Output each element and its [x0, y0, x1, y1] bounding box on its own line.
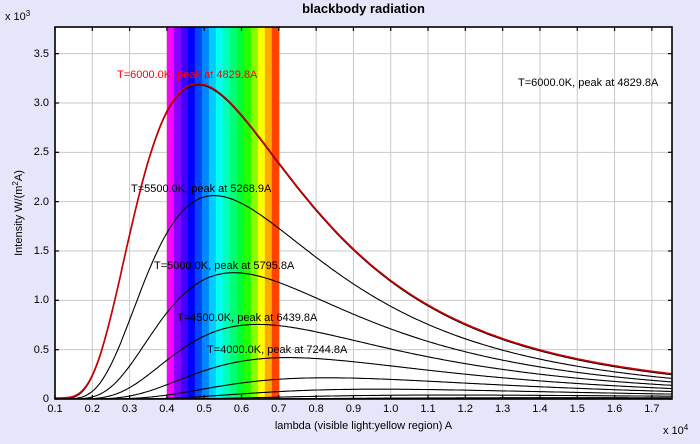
- x-tick-label: 0.4: [159, 403, 175, 415]
- x-axis-multiplier: x 104: [663, 423, 689, 437]
- x-tick-label: 1.4: [532, 403, 548, 415]
- x-tick-label: 0.7: [271, 403, 287, 415]
- annotation-text: T=4000.0K, peak at 7244.8A: [207, 344, 348, 356]
- curve-T4500: [55, 323, 672, 400]
- y-tick-label: 0: [42, 393, 49, 405]
- x-tick-label: 0.8: [308, 403, 324, 415]
- chart-title: blackbody radiation: [302, 1, 425, 16]
- axes-box: [54, 26, 673, 400]
- y-tick-label: 1.0: [33, 294, 49, 307]
- spectrum-stripe: [208, 27, 217, 399]
- spectrum-stripe: [215, 27, 224, 399]
- x-tick-label: 1.0: [383, 403, 399, 415]
- x-tick-label: 1.1: [420, 403, 436, 415]
- spectrum-stripe: [222, 27, 231, 399]
- x-tick-label: 1.3: [494, 403, 511, 415]
- y-tick-label: 1.5: [33, 244, 49, 257]
- annotation-text: T=4500.0K, peak at 6439.8A: [177, 312, 318, 324]
- spectrum-stripe: [264, 27, 273, 399]
- annotation-text: T=6000.0K, peak at 4829.8A: [117, 69, 258, 81]
- y-tick-label: 2.0: [33, 195, 49, 208]
- y-tick-label: 3.5: [33, 47, 49, 60]
- x-axis-label: lambda (visible light:yellow region) A: [274, 420, 453, 432]
- x-tick-label: 1.5: [569, 403, 585, 415]
- x-tick-label: 0.2: [84, 403, 100, 415]
- x-tick-label: 0.5: [196, 403, 212, 415]
- x-tick-label: 0.6: [233, 403, 250, 415]
- curve-T5500: [55, 195, 672, 400]
- x-tick-label: 0.3: [121, 403, 138, 415]
- curve-T4000: [55, 357, 672, 400]
- annotation-text: T=5500.0K, peak at 5268.9A: [131, 183, 272, 195]
- spectrum-stripe: [257, 27, 266, 399]
- spectrum-stripe: [271, 27, 280, 399]
- spectrum-stripe: [236, 27, 245, 399]
- spectrum-stripe: [173, 27, 182, 399]
- x-tick-label: 1.2: [457, 403, 473, 415]
- x-tick-label: 0.1: [47, 403, 63, 415]
- spectrum-stripe: [250, 27, 259, 399]
- spectrum-stripe: [194, 27, 203, 399]
- annotation-text: T=5000.0K, peak at 5795.8A: [154, 260, 295, 272]
- spectrum-stripe: [180, 27, 189, 399]
- spectrum-stripe: [187, 27, 196, 399]
- spectrum-stripe: [243, 27, 252, 399]
- spectrum-stripe: [201, 27, 210, 399]
- spectrum-stripe: [229, 27, 238, 399]
- x-tick-label: 1.7: [644, 403, 660, 415]
- plot-area: [55, 27, 672, 399]
- spectrum-stripe: [166, 27, 175, 399]
- y-tick-label: 2.5: [33, 146, 49, 159]
- highlight-curve-T6000: [55, 82, 672, 399]
- curve-T3500: [55, 377, 672, 400]
- x-tick-label: 0.9: [345, 403, 362, 415]
- curve-T5000: [55, 272, 672, 400]
- y-axis-multiplier: x 103: [5, 9, 31, 23]
- y-tick-label: 0.5: [33, 343, 49, 356]
- x-tick-label: 1.6: [606, 403, 623, 415]
- y-tick-label: 3.0: [33, 96, 49, 109]
- annotation-text: T=6000.0K, peak at 4829.8A: [518, 77, 659, 89]
